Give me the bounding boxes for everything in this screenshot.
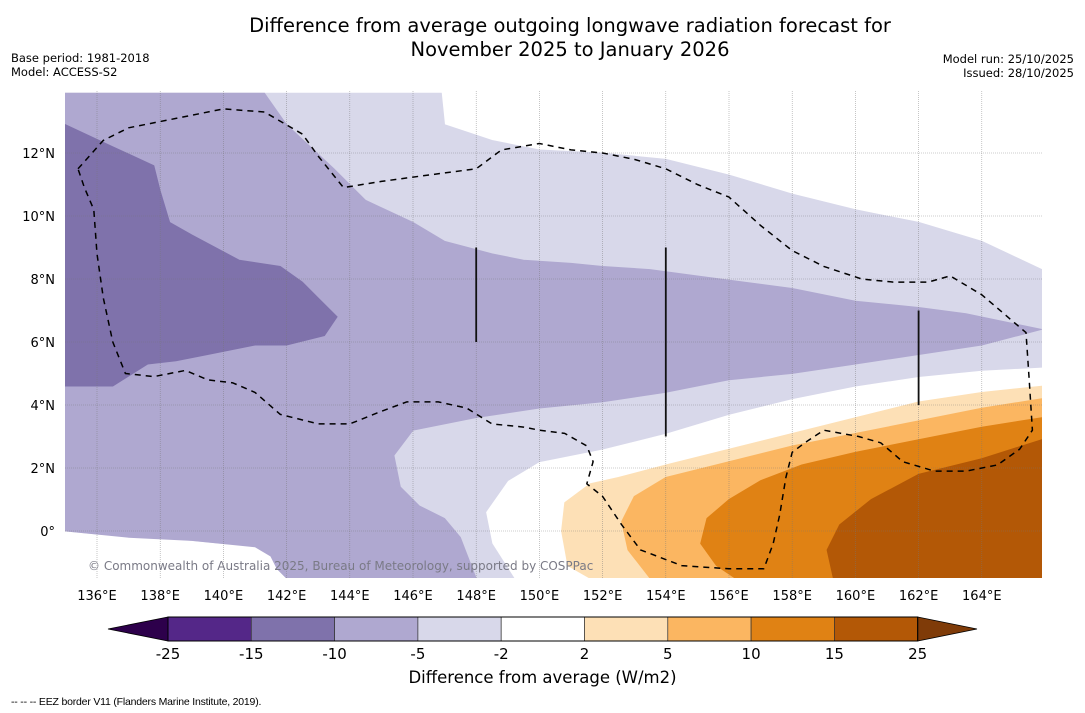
anomaly-contours [65,92,1042,578]
contour-anomaly-15-to-25 [826,439,1042,578]
longitude-tick-label: 140°E [204,589,244,604]
base-period: Base period: 1981-2018 [11,51,150,65]
colorbar-under-extension [107,616,169,642]
longitude-tick-label: 164°E [962,589,1002,604]
region-boundary-lines [475,247,920,437]
contour-anomaly--10-to--5 [65,92,1042,578]
colorbar-segment [667,616,752,642]
colorbar-tick-label: -5 [410,645,425,663]
longitude-tick-label: 156°E [709,589,749,604]
colorbar-segment [334,616,419,642]
longitude-tick-label: 158°E [772,589,812,604]
longitude-axis: 136°E 138°E 140°E 142°E 144°E 146°E 148°E 150°E… [77,589,1001,604]
map-plot-area: © Commonwealth of Australia 2025, Bureau… [65,91,1042,578]
colorbar: -25 -15 -10 -5 -2 2 5 10 15 25 [107,616,978,663]
longitude-tick-label: 152°E [583,589,623,604]
colorbar-segment [167,616,252,642]
title-line-1: Difference from average outgoing longwav… [249,14,891,37]
colorbar-segment [750,616,835,642]
colorbar-outline [167,616,919,642]
colorbar-segment [834,616,919,642]
colorbar-tick-label: -2 [494,645,509,663]
colorbar-over-extension [917,616,978,642]
model-name: Model: ACCESS-S2 [11,65,118,79]
chart-title: Difference from average outgoing longwav… [0,14,1085,62]
colorbar-segment [250,616,335,642]
latitude-tick-label: 0° [40,525,55,540]
gridlines [65,91,1042,578]
longitude-tick-label: 142°E [267,589,307,604]
longitude-tick-label: 144°E [330,589,370,604]
colorbar-label: Difference from average (W/m2) [408,668,677,687]
eez-legend-note: -- -- -- EEZ border V11 (Flanders Marine… [11,696,262,708]
latitude-axis: 12°N 10°N 8°N 6°N 4°N 2°N 0° [22,147,55,540]
latitude-tick-label: 6°N [31,336,56,351]
latitude-tick-label: 12°N [22,147,55,162]
colorbar-segment [417,616,502,642]
latitude-tick-label: 2°N [31,462,56,477]
contour-anomaly--15-to--10 [65,123,338,387]
colorbar-tick-label: 5 [663,645,673,663]
model-run-date: Model run: 25/10/2025 [942,52,1074,66]
longitude-tick-label: 150°E [520,589,560,604]
colorbar-tick-label: 2 [580,645,590,663]
longitude-tick-label: 136°E [77,589,117,604]
longitude-tick-label: 148°E [456,589,496,604]
longitude-tick-label: 138°E [140,589,180,604]
colorbar-segment [584,616,669,642]
colorbar-tick-label: 10 [742,645,761,663]
longitude-tick-label: 160°E [836,589,876,604]
eez-border-line [77,108,1034,570]
latitude-tick-label: 4°N [31,399,56,414]
colorbar-tick-label: -25 [156,645,181,663]
latitude-tick-label: 10°N [22,210,55,225]
run-info: Model run: 25/10/2025 Issued: 28/10/2025 [943,52,1074,80]
model-info: Base period: 1981-2018 Model: ACCESS-S2 [11,51,150,79]
colorbar-tick-label: 25 [908,645,927,663]
colorbar-tick-label: -10 [322,645,347,663]
copyright-notice: © Commonwealth of Australia 2025, Bureau… [88,559,593,573]
colorbar-segment [500,616,585,642]
colorbar-tick-label: -15 [239,645,264,663]
title-line-2: November 2025 to January 2026 [410,38,730,61]
colorbar-tick-label: 15 [825,645,844,663]
longitude-tick-label: 162°E [899,589,939,604]
longitude-tick-label: 154°E [646,589,686,604]
longitude-tick-label: 146°E [393,589,433,604]
eez-border [77,108,1034,570]
latitude-tick-label: 8°N [31,273,56,288]
issued-date: Issued: 28/10/2025 [963,66,1074,80]
